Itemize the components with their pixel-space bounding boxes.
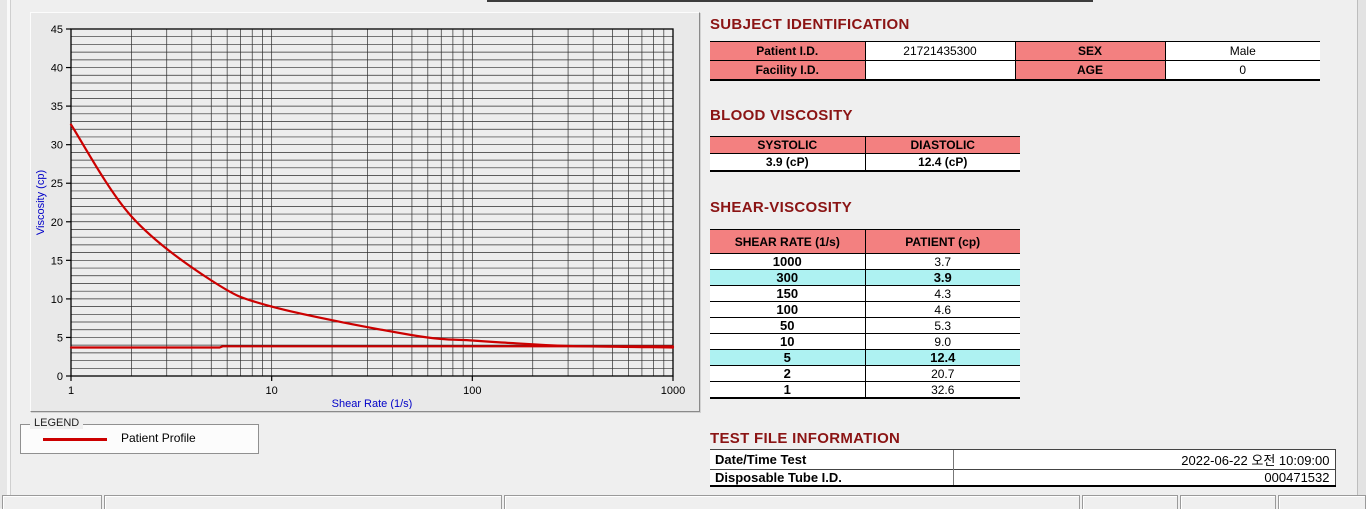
blood-viscosity-value: 3.9 (cP) [710, 153, 865, 172]
shear-rate-cell: 150 [710, 285, 865, 302]
svg-text:30: 30 [51, 140, 63, 152]
legend-line-swatch [43, 438, 107, 441]
patient-viscosity-cell: 32.6 [864, 381, 1020, 399]
svg-text:15: 15 [51, 255, 63, 267]
shear-viscosity-row: 5 12.4 [710, 349, 1020, 366]
window-top-divider [487, 0, 1093, 2]
statusbar-panel [104, 495, 502, 509]
test-file-information-table: Date/Time Test 2022-06-22 오전 10:09:00 Disp… [710, 449, 1336, 487]
svg-text:25: 25 [51, 178, 63, 190]
test-file-label: Date/Time Test [710, 449, 953, 470]
svg-text:10: 10 [266, 385, 278, 397]
blood-viscosity-table: SYSTOLIC DIASTOLIC 3.9 (cP) 12.4 (cP) [710, 136, 1020, 172]
subject-value: Male [1164, 41, 1320, 61]
svg-text:0: 0 [57, 371, 63, 383]
blood-viscosity-value-row: 3.9 (cP) 12.4 (cP) [710, 153, 1020, 172]
test-file-row: Disposable Tube I.D. 000471532 [710, 469, 1336, 487]
test-file-value: 2022-06-22 오전 10:09:00 [952, 449, 1336, 470]
patient-viscosity-cell: 3.9 [864, 269, 1020, 286]
shear-viscosity-row: 150 4.3 [710, 285, 1020, 302]
shear-rate-cell: 5 [710, 349, 865, 366]
statusbar-panel [504, 495, 1080, 509]
patient-viscosity-cell: 4.6 [864, 301, 1020, 318]
svg-text:40: 40 [51, 63, 63, 75]
svg-text:35: 35 [51, 101, 63, 113]
svg-text:Shear Rate (1/s): Shear Rate (1/s) [332, 398, 413, 409]
patient-viscosity-cell: 9.0 [864, 333, 1020, 350]
subject-label: SEX [1014, 41, 1165, 61]
subject-label: Patient I.D. [710, 41, 865, 61]
subject-identification-table: Patient I.D. 21721435300 SEX Male Facility I… [710, 41, 1320, 81]
shear-viscosity-row: 1 32.6 [710, 381, 1020, 399]
svg-text:45: 45 [51, 24, 63, 36]
svg-text:Viscosity (cp): Viscosity (cp) [35, 170, 47, 235]
window-right-edge [1357, 0, 1366, 508]
shear-viscosity-row: 2 20.7 [710, 365, 1020, 382]
shear-rate-cell: 1 [710, 381, 865, 399]
shear-viscosity-header: PATIENT (cp) [864, 229, 1020, 254]
shear-viscosity-row: 1000 3.7 [710, 253, 1020, 270]
subject-label: Facility I.D. [710, 60, 865, 81]
svg-text:100: 100 [463, 385, 481, 397]
patient-viscosity-cell: 12.4 [864, 349, 1020, 366]
legend-title: LEGEND [30, 417, 84, 429]
subject-row: Patient I.D. 21721435300 SEX Male [710, 41, 1320, 61]
shear-rate-cell: 50 [710, 317, 865, 334]
patient-viscosity-cell: 4.3 [864, 285, 1020, 302]
svg-text:1: 1 [68, 385, 74, 397]
blood-viscosity-header: DIASTOLIC [864, 136, 1020, 154]
shear-rate-cell: 10 [710, 333, 865, 350]
statusbar-panel [1180, 495, 1276, 509]
blood-viscosity-heading: BLOOD VISCOSITY [710, 107, 853, 124]
shear-rate-cell: 1000 [710, 253, 865, 270]
subject-value: 21721435300 [864, 41, 1015, 61]
viscosity-chart-panel: 0 5 10 15 20 25 30 35 40 45 1 10 100 1000 Shear Rate (… [30, 12, 700, 412]
shear-viscosity-row: 10 9.0 [710, 333, 1020, 350]
shear-rate-cell: 100 [710, 301, 865, 318]
blood-viscosity-header: SYSTOLIC [710, 136, 865, 154]
svg-text:1000: 1000 [661, 385, 685, 397]
subject-value: 0 [1164, 60, 1320, 81]
legend-series-label: Patient Profile [121, 431, 196, 445]
test-file-value: 000471532 [952, 469, 1336, 487]
blood-viscosity-value: 12.4 (cP) [864, 153, 1020, 172]
patient-viscosity-cell: 5.3 [864, 317, 1020, 334]
svg-text:20: 20 [51, 217, 63, 229]
subject-identification-heading: SUBJECT IDENTIFICATION [710, 16, 910, 33]
shear-viscosity-header-row: SHEAR RATE (1/s) PATIENT (cp) [710, 229, 1020, 254]
shear-viscosity-row: 50 5.3 [710, 317, 1020, 334]
shear-viscosity-table: SHEAR RATE (1/s) PATIENT (cp) 1000 3.7 300 3.… [710, 229, 1020, 399]
patient-viscosity-cell: 3.7 [864, 253, 1020, 270]
subject-value [864, 60, 1015, 81]
legend-box: LEGEND Patient Profile [20, 417, 259, 454]
svg-text:5: 5 [57, 332, 63, 344]
shear-viscosity-chart: 0 5 10 15 20 25 30 35 40 45 1 10 100 1000 Shear Rate (… [35, 24, 685, 409]
subject-label: AGE [1014, 60, 1165, 81]
patient-viscosity-cell: 20.7 [864, 365, 1020, 382]
shear-viscosity-header: SHEAR RATE (1/s) [710, 229, 865, 254]
subject-row: Facility I.D. AGE 0 [710, 60, 1320, 81]
shear-viscosity-row: 300 3.9 [710, 269, 1020, 286]
test-file-row: Date/Time Test 2022-06-22 오전 10:09:00 [710, 449, 1336, 470]
statusbar-panel [1082, 495, 1178, 509]
test-file-information-heading: TEST FILE INFORMATION [710, 430, 901, 447]
blood-viscosity-header-row: SYSTOLIC DIASTOLIC [710, 136, 1020, 154]
shear-viscosity-row: 100 4.6 [710, 301, 1020, 318]
shear-rate-cell: 2 [710, 365, 865, 382]
window-left-edge [0, 0, 11, 508]
test-file-label: Disposable Tube I.D. [710, 469, 953, 487]
svg-text:10: 10 [51, 294, 63, 306]
statusbar-panel [2, 495, 102, 509]
statusbar-panel [1278, 495, 1366, 509]
shear-rate-cell: 300 [710, 269, 865, 286]
shear-viscosity-heading: SHEAR-VISCOSITY [710, 199, 853, 216]
